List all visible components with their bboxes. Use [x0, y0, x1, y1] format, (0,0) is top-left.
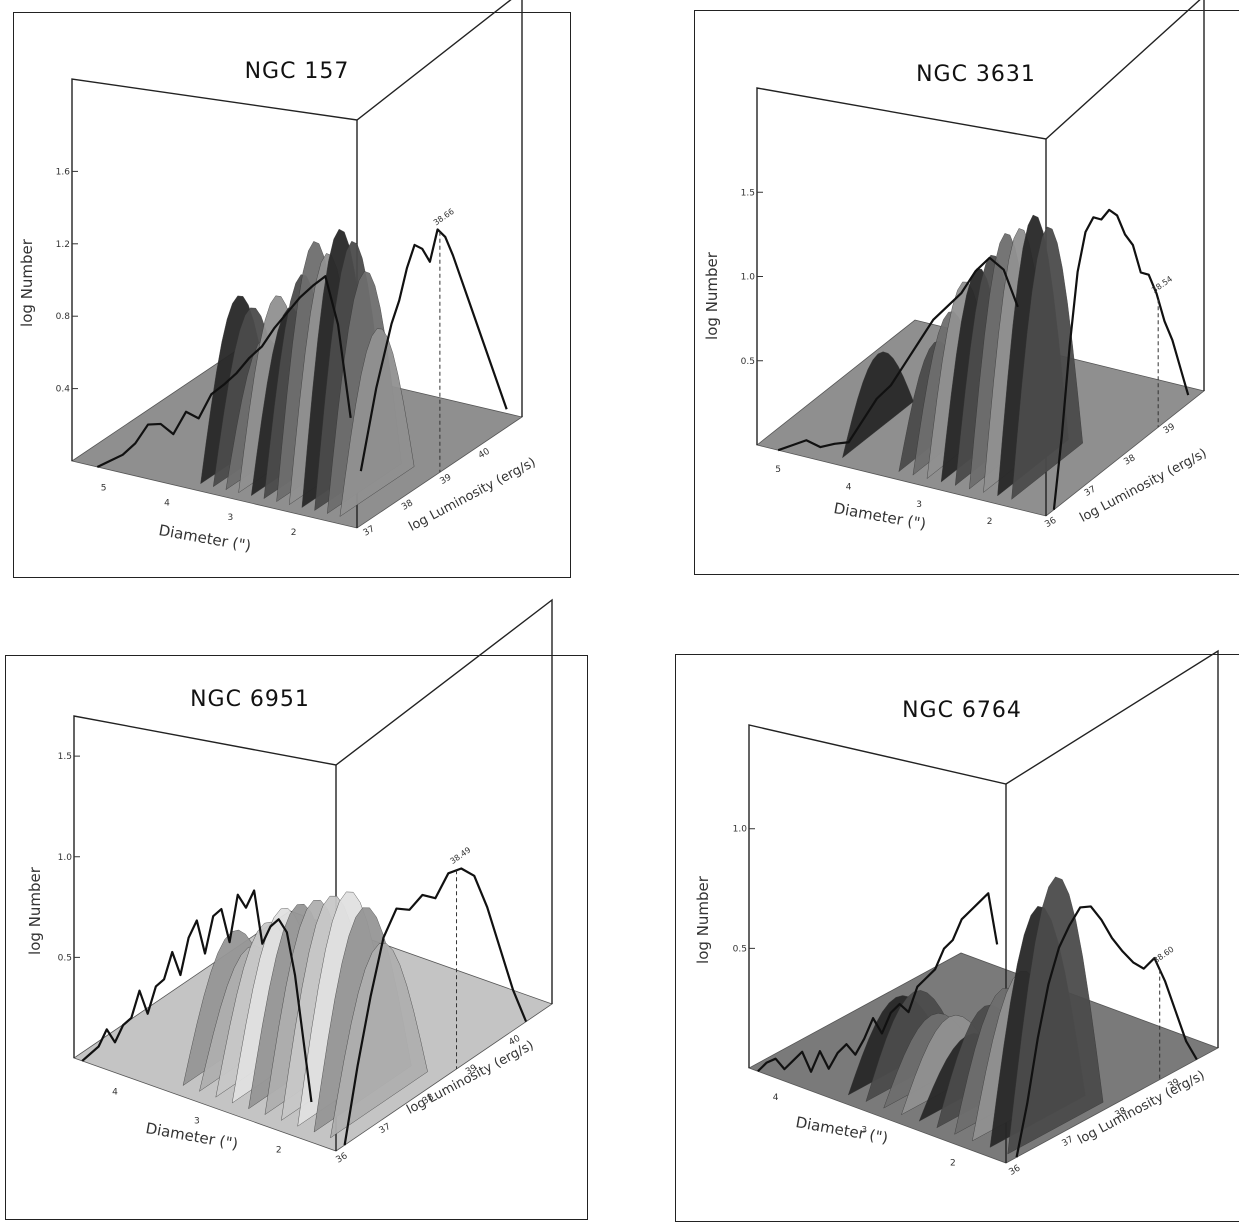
luminosity-tick-label: 40 — [477, 447, 492, 462]
diameter-axis-label: Diameter (") — [157, 521, 252, 555]
peak-label: 38.60 — [1152, 945, 1176, 966]
diameter-axis-label: Diameter (") — [794, 1113, 889, 1147]
chart-svg: 38.66 0.4 0.8 1.2 1.6 5 4 3 2 37 38 39 40 NGC 157 log … — [18, 0, 538, 555]
chart-svg: 38.54 0.5 1.0 1.5 5 4 3 2 36 37 38 39 NGC 3631 log Nu… — [703, 0, 1209, 533]
y-axis-label: log Number — [694, 875, 712, 964]
y-tick-label: 0.4 — [56, 385, 71, 395]
chart-title: NGC 6764 — [902, 698, 1022, 723]
y-tick-label: 1.0 — [741, 273, 756, 283]
diameter-tick-label: 5 — [101, 483, 107, 493]
diameter-curve — [81, 889, 313, 1103]
y-tick-label: 1.6 — [56, 167, 71, 177]
luminosity-tick-label: 38 — [1122, 453, 1137, 468]
diameter-tick-label: 3 — [194, 1117, 200, 1127]
diameter-curve — [96, 275, 352, 468]
luminosity-curve — [1015, 905, 1198, 1158]
luminosity-tick-label: 39 — [438, 472, 453, 487]
y-tick-label: 0.5 — [58, 953, 72, 963]
y-axis-label: log Number — [18, 238, 36, 327]
luminosity-curve — [343, 867, 528, 1146]
luminosity-tick-label: 39 — [1162, 422, 1177, 437]
luminosity-curve — [1052, 208, 1190, 510]
diameter-tick-label: 4 — [846, 483, 852, 493]
y-tick-label: 1.0 — [58, 853, 73, 863]
luminosity-tick-label: 37 — [1060, 1135, 1075, 1149]
y-tick-label: 1.5 — [58, 752, 72, 762]
y-tick-label: 1.5 — [741, 188, 755, 198]
diameter-tick-label: 3 — [227, 513, 233, 523]
luminosity-tick-label: 36 — [1007, 1163, 1022, 1178]
surface-ridge — [339, 328, 415, 517]
diameter-tick-label: 4 — [112, 1088, 118, 1098]
y-tick-label: 1.2 — [56, 240, 70, 250]
diameter-tick-label: 3 — [916, 500, 922, 510]
diameter-curve — [757, 892, 999, 1073]
luminosity-tick-label: 37 — [1083, 484, 1098, 498]
diameter-tick-label: 5 — [775, 465, 781, 475]
luminosity-tick-label: 36 — [1043, 516, 1058, 531]
y-axis-label: log Number — [26, 866, 44, 955]
luminosity-tick-label: 38 — [400, 498, 415, 513]
surface-ridge — [1011, 226, 1083, 500]
luminosity-tick-label: 37 — [378, 1122, 393, 1136]
peak-label: 38.54 — [1150, 274, 1174, 295]
diameter-axis-label: Diameter (") — [832, 499, 927, 533]
chart-panel-ngc3631: 38.54 0.5 1.0 1.5 5 4 3 2 36 37 38 39 NGC 3631 log Nu… — [694, 0, 1239, 575]
y-axis-label: log Number — [703, 251, 721, 340]
diameter-tick-label: 4 — [164, 498, 170, 508]
chart-panel-ngc6951: 38.49 0.5 1.0 1.5 4 3 2 36 37 38 39 40 NGC 6951 log N… — [5, 598, 588, 1220]
diameter-tick-label: 2 — [950, 1158, 956, 1168]
luminosity-tick-label: 36 — [335, 1151, 350, 1166]
chart-panel-ngc6764: 38.60 0.5 1.0 4 3 2 36 37 38 39 NGC 6764 log Number… — [675, 649, 1239, 1222]
y-tick-label: 0.5 — [741, 357, 755, 367]
diameter-tick-label: 3 — [861, 1126, 867, 1136]
diameter-tick-label: 2 — [276, 1146, 282, 1156]
y-tick-label: 0.8 — [56, 312, 71, 322]
diameter-axis-label: Diameter (") — [144, 1119, 239, 1153]
y-tick-label: 1.0 — [733, 825, 748, 835]
surface-ridge — [1007, 876, 1104, 1155]
luminosity-curve — [359, 228, 508, 472]
y-tick-label: 0.5 — [733, 944, 747, 954]
diameter-tick-label: 4 — [773, 1093, 779, 1103]
diameter-curve — [777, 256, 1019, 452]
chart-panel-ngc157: 38.66 0.4 0.8 1.2 1.6 5 4 3 2 37 38 39 40 NGC 157 log … — [13, 0, 571, 578]
chart-title: NGC 157 — [245, 59, 350, 84]
diameter-tick-label: 2 — [987, 517, 993, 527]
peak-label: 38.66 — [432, 207, 456, 228]
peak-label: 38.49 — [449, 845, 473, 866]
luminosity-tick-label: 37 — [362, 524, 377, 538]
chart-title: NGC 3631 — [916, 62, 1036, 87]
chart-title: NGC 6951 — [190, 687, 310, 712]
diameter-tick-label: 2 — [291, 528, 297, 538]
